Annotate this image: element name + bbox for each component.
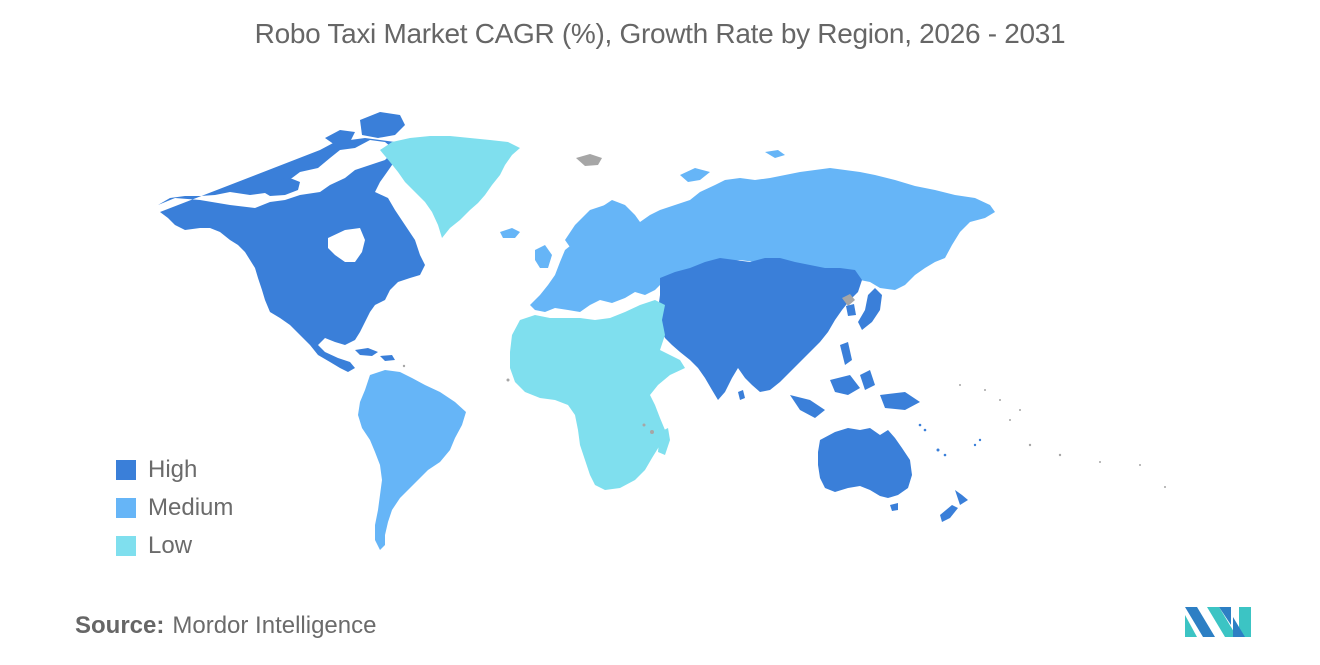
region-greenland: [380, 136, 520, 238]
legend-item-high: High: [116, 451, 233, 489]
mordor-logo-icon: [1185, 607, 1251, 637]
region-south-america: [358, 370, 466, 550]
swatch-low: [116, 536, 136, 556]
legend-item-low: Low: [116, 527, 233, 565]
swatch-medium: [116, 498, 136, 518]
legend-label: Medium: [148, 494, 234, 521]
source-prefix: Source:: [75, 612, 165, 639]
source-line: Source: Mordor Intelligence: [75, 612, 376, 640]
legend-item-medium: Medium: [116, 489, 233, 527]
region-asia-pacific: [658, 258, 862, 400]
legend-label: Low: [148, 532, 193, 559]
region-europe-russia: [530, 168, 995, 312]
source-name: Mordor Intelligence: [172, 612, 377, 639]
region-middle-east-africa: [510, 300, 685, 490]
swatch-high: [116, 460, 136, 480]
legend: High Medium Low: [116, 451, 233, 565]
chart-title: Robo Taxi Market CAGR (%), Growth Rate b…: [254, 18, 1066, 49]
region-north-america: [158, 138, 425, 372]
region-australia: [818, 428, 912, 498]
legend-label: High: [148, 456, 198, 483]
